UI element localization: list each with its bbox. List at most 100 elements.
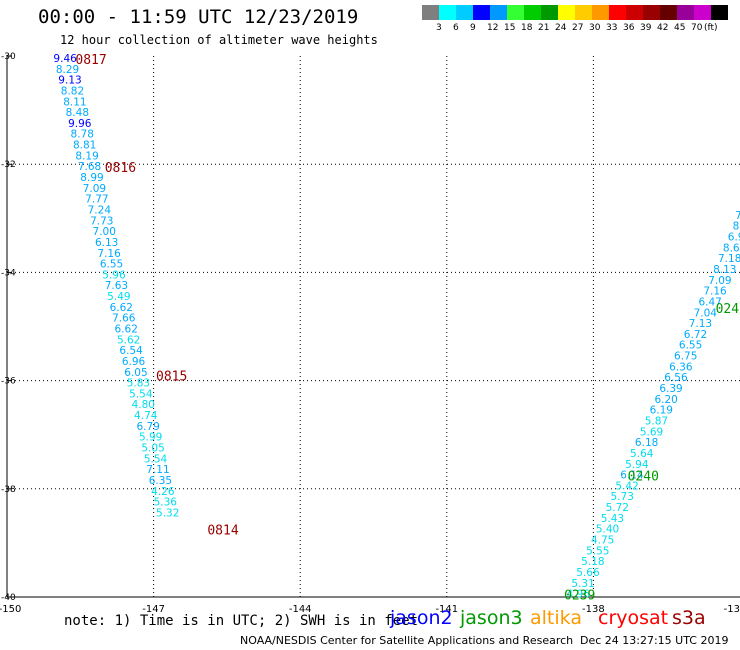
wave-height-value: 5.94: [625, 459, 649, 471]
wave-height-value: 7.68: [78, 161, 101, 173]
wave-height-value: 6.05: [124, 367, 147, 379]
wave-height-value: 8.82: [61, 85, 84, 97]
scale-swatch: [711, 5, 728, 20]
wave-height-value: 8.78: [71, 129, 94, 141]
wave-height-value: 6.36: [669, 361, 693, 373]
wave-height-value: 6.19: [650, 405, 673, 417]
wave-height-value: 5.83: [127, 378, 150, 390]
wave-height-value: 4.75: [591, 534, 614, 546]
wave-height-value: 7.4: [735, 210, 740, 222]
wave-height-value: 7.09: [83, 183, 106, 195]
map-subtitle: 12 hour collection of altimeter wave hei…: [60, 33, 378, 47]
wave-height-value: 5.54: [144, 453, 168, 465]
credit-line: NOAA/NESDIS Center for Satellite Applica…: [240, 634, 574, 647]
wave-height-value: 6.62: [110, 302, 133, 314]
track-time-labels: 0817 0816 0815 0814 024 0240 0239: [75, 53, 739, 604]
scale-label: 18: [521, 23, 533, 33]
wave-height-value: 6.55: [100, 259, 123, 271]
wave-height-value: 7.73: [90, 215, 113, 227]
wave-height-value: 6.56: [664, 372, 688, 384]
wave-height-value: 5.43: [601, 513, 624, 525]
lon-tick-label: -147: [142, 604, 165, 615]
scale-swatch: [439, 5, 456, 20]
scale-swatch: [507, 5, 524, 20]
track-time-label: 024: [716, 302, 740, 317]
wave-height-points: 9.468.299.138.828.118.489.968.788.818.19…: [53, 53, 740, 601]
lat-tick-label: -36: [1, 377, 16, 387]
wave-height-value: 8.29: [56, 64, 79, 76]
wave-height-value: 7.66: [112, 313, 136, 325]
lon-tick-label: -141: [435, 604, 458, 615]
wave-height-value: 6.18: [635, 437, 658, 449]
scale-swatch: [694, 5, 711, 20]
wave-height-value: 5.49: [107, 291, 130, 303]
wave-height-value: 5.54: [129, 388, 153, 400]
wave-height-value: 5.72: [606, 502, 629, 514]
wave-height-value: 6.93: [728, 232, 740, 244]
wave-height-value: 7.11: [146, 464, 169, 476]
wave-height-value: 7.00: [93, 226, 116, 238]
scale-label: 42: [657, 23, 669, 33]
lat-tick-label: -38: [1, 485, 16, 495]
wave-height-value: 9.96: [68, 118, 92, 130]
wave-height-value: 5.64: [630, 448, 654, 460]
track-time-label: 0815: [156, 369, 187, 384]
wave-height-value: 7.13: [689, 318, 712, 330]
scale-swatch: [609, 5, 626, 20]
scale-label: 12: [487, 23, 499, 33]
wave-height-value: 8.62: [723, 242, 740, 254]
wave-height-value: 4.74: [134, 410, 158, 422]
wave-height-value: 7.16: [703, 286, 727, 298]
lat-tick-label: -40: [1, 593, 16, 603]
wave-height-value: 6.47: [698, 296, 721, 308]
scale-label: 33: [606, 23, 618, 33]
scale-label: 24: [555, 23, 567, 33]
map-title: 00:00 - 11:59 UTC 12/23/2019: [38, 6, 359, 28]
wave-height-value: 5.05: [141, 443, 164, 455]
wave-height-value: 6.39: [659, 383, 682, 395]
lat-tick-label: -30: [1, 52, 16, 62]
lat-tick-label: -32: [1, 160, 16, 170]
wave-height-value: 5.32: [156, 507, 179, 519]
scale-label: 21: [538, 23, 550, 33]
track-time-label: 0816: [105, 161, 136, 176]
wave-height-value: 6.75: [674, 351, 697, 363]
wave-height-value: 5.40: [596, 524, 619, 536]
wave-height-value: 6.96: [122, 356, 146, 368]
wave-height-value: 5.18: [581, 556, 604, 568]
lon-tick-label: -144: [289, 604, 312, 615]
scale-swatch: [422, 5, 439, 20]
wave-height-value: 5.87: [645, 415, 668, 427]
scale-label: 39: [640, 23, 652, 33]
wave-height-value: 5.31: [571, 578, 594, 590]
wave-height-value: 5.99: [139, 432, 162, 444]
wave-height-value: 7.16: [97, 248, 121, 260]
satellite-label-jason2: jason2: [390, 607, 453, 629]
track-time-label: 0239: [564, 589, 595, 604]
scale-swatch: [541, 5, 558, 20]
wave-height-value: 7.09: [708, 275, 731, 287]
generated-timestamp: Dec 24 13:27:15 UTC 2019: [580, 634, 729, 647]
scale-swatch: [592, 5, 609, 20]
wave-height-value: 8.11: [63, 96, 86, 108]
wave-height-value: 4.26: [151, 486, 175, 498]
wave-height-color-scale: [422, 5, 728, 21]
scale-swatch: [643, 5, 660, 20]
satellite-label-cryosat: cryosat: [598, 607, 669, 629]
map-frame: [6, 55, 740, 598]
scale-label: 15: [504, 23, 516, 33]
scale-swatch: [558, 5, 575, 20]
scale-label: 36: [623, 23, 635, 33]
scale-label: 70: [691, 23, 703, 33]
wave-height-value: 7.18: [718, 253, 740, 265]
scale-label: 45: [674, 23, 686, 33]
wave-height-value: 8.48: [66, 107, 89, 119]
track-time-label: 0817: [75, 53, 106, 68]
wave-height-value: 8.99: [80, 172, 103, 184]
track-time-label: 0240: [628, 470, 659, 485]
wave-height-value: 6.62: [115, 324, 138, 336]
wave-height-value: 7.04: [694, 307, 718, 319]
wave-height-value: 5.69: [640, 426, 663, 438]
wave-height-value: 5.55: [586, 545, 609, 557]
